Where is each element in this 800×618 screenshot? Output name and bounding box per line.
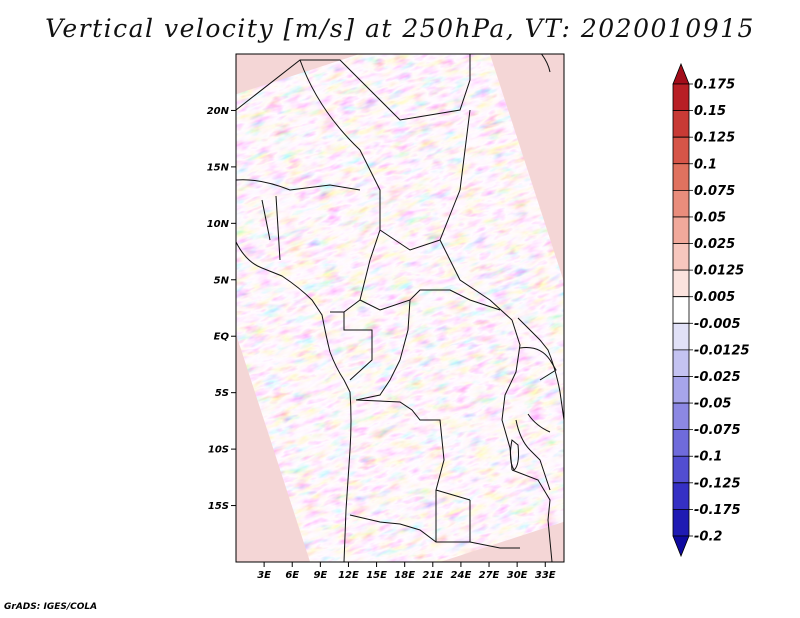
border-segment bbox=[501, 319, 521, 471]
lon-tick-label: 12E bbox=[338, 570, 359, 581]
colorbar-label: 0.1 bbox=[694, 157, 717, 172]
lon-tick-label: 3E bbox=[257, 570, 271, 581]
colorbar-label: 0.075 bbox=[694, 184, 735, 199]
colorbar-bin bbox=[672, 62, 690, 85]
colorbar-bin bbox=[672, 349, 690, 377]
colorbar-label: -0.0125 bbox=[694, 343, 750, 358]
coastline-west bbox=[236, 241, 352, 562]
longitude-axis: 3E 6E 9E 12E 15E 18E 21E 24E 27E 30E 33E bbox=[257, 562, 556, 581]
border-segment bbox=[519, 347, 557, 381]
latitude-axis: 20N 15N 10N 5N EQ 5S 10S 15S bbox=[207, 106, 236, 512]
lon-tick-label: 9E bbox=[313, 570, 327, 581]
border-segment bbox=[343, 312, 373, 381]
lat-tick-label: 10S bbox=[208, 445, 229, 456]
colorbar-bin bbox=[672, 482, 690, 510]
colorbar-label: 0.0125 bbox=[694, 264, 744, 279]
border-segment bbox=[511, 469, 553, 562]
border-segment bbox=[236, 179, 361, 191]
colorbar-label: 0.005 bbox=[694, 290, 735, 305]
colorbar-label: -0.05 bbox=[694, 397, 731, 412]
colorbar: 0.175 0.15 0.125 0.1 0.075 0.05 0.025 0.0125 0.0… bbox=[672, 62, 750, 558]
colorbar-label: -0.005 bbox=[694, 317, 741, 332]
colorbar-bin bbox=[672, 296, 690, 324]
colorbar-bin bbox=[672, 535, 690, 558]
border-segment bbox=[236, 54, 471, 121]
colorbar-bin bbox=[672, 509, 690, 537]
lon-tick-label: 21E bbox=[422, 570, 443, 581]
colorbar-label: -0.2 bbox=[694, 530, 722, 545]
colorbar-bin bbox=[672, 136, 690, 165]
border-segment bbox=[349, 514, 520, 549]
border-segment bbox=[261, 195, 281, 261]
grads-credit: GrADS: IGES/COLA bbox=[4, 602, 98, 612]
border-segment bbox=[355, 399, 471, 501]
border-segment bbox=[299, 59, 381, 230]
border-segment bbox=[355, 299, 411, 401]
lon-tick-label: 24E bbox=[451, 570, 472, 581]
lon-tick-label: 30E bbox=[507, 570, 528, 581]
colorbar-label: 0.175 bbox=[694, 78, 735, 93]
border-segment bbox=[359, 289, 501, 311]
colorbar-label: -0.075 bbox=[694, 423, 741, 438]
lake-outline bbox=[509, 439, 519, 471]
lake-outline bbox=[527, 413, 551, 433]
lon-tick-label: 6E bbox=[285, 570, 299, 581]
colorbar-bin bbox=[672, 243, 690, 271]
colorbar-bin bbox=[672, 83, 690, 111]
colorbar-bin bbox=[672, 376, 690, 404]
colorbar-label: -0.025 bbox=[694, 370, 741, 385]
colorbar-bin bbox=[672, 455, 690, 484]
lat-tick-label: 20N bbox=[207, 106, 230, 117]
colorbar-label: 0.05 bbox=[694, 210, 726, 225]
colorbar-bin bbox=[672, 402, 690, 431]
lon-tick-label: 18E bbox=[394, 570, 415, 581]
colorbar-bin bbox=[672, 322, 690, 351]
lon-tick-label: 27E bbox=[479, 570, 500, 581]
colorbar-label: 0.125 bbox=[694, 131, 735, 146]
lon-tick-label: 15E bbox=[366, 570, 387, 581]
lat-tick-label: 15N bbox=[207, 162, 230, 173]
lat-tick-label: 10N bbox=[207, 219, 230, 230]
border-segment bbox=[435, 490, 471, 542]
colorbar-label: 0.15 bbox=[694, 104, 726, 119]
border-segment bbox=[379, 229, 441, 251]
lon-tick-label: 33E bbox=[535, 570, 556, 581]
border-segment bbox=[515, 419, 551, 491]
colorbar-bin bbox=[672, 216, 690, 244]
colorbar-label: -0.125 bbox=[694, 476, 741, 491]
velocity-field-texture bbox=[236, 54, 564, 562]
colorbar-bin bbox=[672, 163, 690, 191]
lat-tick-label: 5S bbox=[215, 388, 229, 399]
lat-tick-label: EQ bbox=[214, 332, 230, 343]
coastline-east bbox=[517, 54, 564, 421]
colorbar-label: -0.1 bbox=[694, 450, 722, 465]
colorbar-bin bbox=[672, 110, 690, 138]
colorbar-bin bbox=[672, 429, 690, 457]
colorbar-label: 0.025 bbox=[694, 237, 735, 252]
map-panel bbox=[235, 53, 565, 563]
map-frame bbox=[235, 53, 565, 563]
colorbar-bin bbox=[672, 189, 690, 218]
lat-tick-label: 5N bbox=[214, 275, 230, 286]
lat-tick-label: 15S bbox=[208, 501, 229, 512]
colorbar-bin bbox=[672, 269, 690, 298]
chart-title: Vertical velocity [m/s] at 250hPa, VT: 2… bbox=[45, 14, 755, 43]
colorbar-label: -0.175 bbox=[694, 503, 741, 518]
country-borders bbox=[236, 54, 564, 562]
